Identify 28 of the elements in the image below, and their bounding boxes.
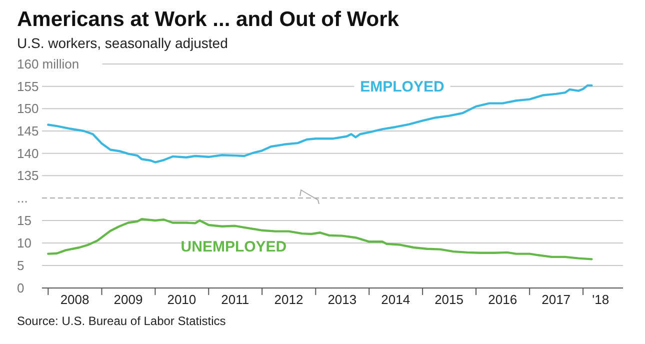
series-label: EMPLOYED (360, 78, 444, 96)
y-tick-label: 150 (17, 101, 39, 116)
y-tick-label: 10 (17, 236, 32, 251)
x-tick-label: 2017 (542, 292, 571, 307)
x-tick-label: 2011 (221, 292, 250, 307)
y-tick-label: ... (17, 190, 28, 206)
x-tick-label: 2013 (328, 292, 357, 307)
x-tick-label: 2012 (274, 292, 304, 307)
series-label: UNEMPLOYED (180, 238, 287, 256)
line-series (47, 218, 593, 260)
y-tick-label: 0 (17, 280, 24, 296)
x-tick-label: 2014 (381, 292, 410, 307)
chart-title: Americans at Work ... and Out of Work (17, 8, 400, 31)
x-tick-label: 2009 (114, 292, 143, 307)
y-tick-label: 145 (17, 124, 39, 139)
chart-subtitle: U.S. workers, seasonally adjusted (17, 35, 228, 51)
source-note: Source: U.S. Bureau of Labor Statistics (17, 314, 226, 328)
x-tick-label: 2016 (488, 292, 518, 307)
y-tick-label: 15 (17, 213, 32, 228)
y-tick-label: 160 million (17, 56, 80, 72)
x-tick-label: 2010 (167, 292, 196, 307)
x-tick-label: 2008 (60, 292, 90, 307)
y-tick-label: 155 (17, 78, 39, 94)
x-tick-label: 2015 (434, 292, 464, 307)
y-tick-label: 140 (17, 146, 39, 161)
y-tick-label: 135 (17, 168, 39, 184)
y-tick-label: 5 (17, 258, 24, 274)
x-tick-label: '18 (592, 292, 610, 307)
